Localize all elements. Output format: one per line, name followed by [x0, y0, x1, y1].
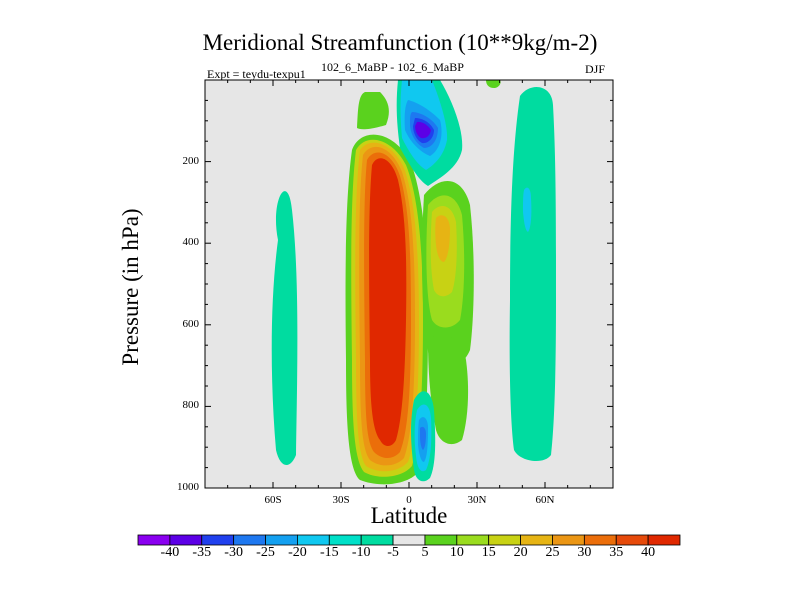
colorbar-swatch — [392, 534, 426, 546]
colorbar-swatch — [583, 534, 617, 546]
colorbar-swatch — [169, 534, 203, 546]
x-tick-label: 60N — [535, 494, 555, 506]
colorbar-swatch — [297, 534, 330, 546]
colorbar-label: 40 — [641, 545, 656, 560]
upper-northern-cell-core — [415, 121, 431, 139]
colorbar-label: 5 — [421, 545, 429, 560]
colorbar-label: 25 — [545, 545, 560, 560]
chart-title: Meridional Streamfunction (10**9kg/m-2) — [202, 30, 598, 55]
colorbar-swatch — [520, 534, 553, 546]
colorbar-swatch — [201, 534, 235, 546]
colorbar-label: 15 — [481, 545, 496, 560]
season-label: DJF — [585, 62, 606, 76]
northern-hadley-cell-lower — [428, 335, 469, 445]
northern-hadley-cell-core — [435, 215, 450, 262]
colorbar-swatch — [265, 534, 298, 546]
colorbar-swatch — [424, 534, 458, 546]
y-tick-label: 800 — [182, 399, 200, 412]
x-tick-label: 30N — [467, 494, 487, 506]
southern-cell-contour — [271, 191, 298, 466]
x-tick-label: 0 — [406, 494, 412, 506]
colorbar-label: 10 — [449, 545, 464, 560]
northern-ferrel-cell-core — [523, 187, 532, 232]
y-tick-label: 400 — [182, 236, 200, 249]
colorbar-label: -30 — [224, 545, 243, 560]
colorbar-swatch — [233, 534, 266, 546]
y-tick-label: 1000 — [177, 481, 199, 493]
southern-hadley-cell-core — [369, 158, 407, 447]
colorbar-swatch — [488, 534, 521, 546]
colorbar-label: -10 — [351, 545, 371, 560]
colorbar-label: -15 — [319, 545, 339, 560]
colorbar-label: -20 — [288, 545, 307, 560]
colorbar — [137, 534, 681, 546]
contour-layers — [271, 80, 556, 485]
y-tick-label: 600 — [182, 317, 200, 330]
colorbar-swatch — [647, 534, 681, 546]
colorbar-swatch — [137, 534, 171, 546]
colorbar-swatch — [328, 534, 362, 546]
axis-ticks — [204, 79, 614, 489]
top-feature-contour — [486, 80, 501, 88]
lower-equatorial-cell-core — [420, 426, 426, 450]
colorbar-swatch — [552, 534, 585, 546]
colorbar-label: -35 — [192, 545, 212, 560]
x-tick-label: 30S — [332, 494, 350, 506]
northern-ferrel-cell-contour — [509, 87, 556, 462]
y-axis-label: Pressure (in hPa) — [118, 208, 143, 366]
colorbar-label: 35 — [609, 545, 624, 560]
colorbar-swatch — [360, 534, 394, 546]
y-tick-label: 200 — [182, 154, 200, 167]
colorbar-label: 20 — [513, 545, 528, 560]
period-comparison-label: 102_6_MaBP - 102_6_MaBP — [321, 60, 464, 74]
colorbar-label: -40 — [160, 545, 180, 560]
experiment-label: Expt = teydu-texpu1 — [207, 67, 306, 81]
x-axis-label: Latitude — [370, 503, 448, 528]
colorbar-swatch — [615, 534, 649, 546]
colorbar-label: 30 — [577, 545, 592, 560]
colorbar-label: -5 — [387, 545, 399, 560]
colorbar-swatch — [456, 534, 490, 546]
x-tick-label: 60S — [264, 494, 282, 506]
colorbar-label: -25 — [256, 545, 275, 560]
